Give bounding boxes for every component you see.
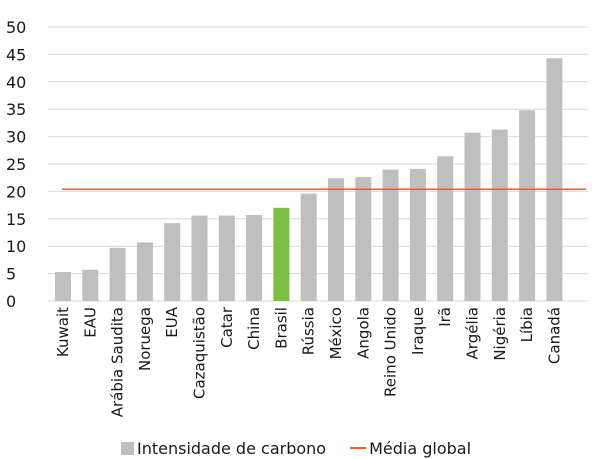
- category-label: Reino Unido: [382, 307, 400, 397]
- y-tick-label: 0: [6, 292, 16, 311]
- bar: [519, 110, 536, 302]
- category-label: Noruega: [136, 307, 154, 371]
- bar: [273, 207, 290, 301]
- category-label: Canadá: [545, 307, 563, 364]
- bar: [546, 58, 563, 302]
- y-tick-label: 15: [6, 210, 26, 229]
- bar: [382, 169, 399, 301]
- bar: [355, 177, 372, 301]
- bar: [109, 247, 126, 301]
- bar: [491, 129, 508, 301]
- category-label: EAU: [81, 307, 99, 338]
- legend-line-label: Média global: [369, 438, 472, 458]
- y-tick-label: 30: [6, 128, 26, 147]
- bar-chart: 0 5 10 15 20 25 30 35 40 45 50 Kuwait EAU Arábia Sau…: [6, 18, 588, 417]
- bar: [328, 178, 344, 301]
- category-label: Iraque: [409, 307, 427, 355]
- y-tick-label: 5: [6, 265, 16, 284]
- category-label: EUA: [163, 306, 181, 337]
- bar: [246, 214, 263, 301]
- bar: [82, 269, 99, 301]
- legend-line-swatch: [350, 447, 367, 449]
- y-tick-label: 45: [6, 45, 26, 64]
- bar: [409, 168, 426, 301]
- category-label: Irã: [436, 307, 454, 327]
- bar: [55, 271, 71, 301]
- category-label: Rússia: [300, 307, 318, 355]
- y-axis-ticks: 0 5 10 15 20 25 30 35 40 45 50: [6, 18, 26, 311]
- bar: [300, 193, 317, 301]
- category-label: Líbia: [518, 307, 536, 342]
- legend: Intensidade de carbono Média global: [0, 437, 592, 459]
- category-label: Brasil: [272, 307, 290, 349]
- category-label: Argélia: [464, 307, 482, 359]
- category-label: Catar: [218, 306, 236, 348]
- legend-bar-swatch: [120, 441, 134, 455]
- bar: [164, 223, 181, 301]
- legend-bar-label: Intensidade de carbono: [136, 438, 327, 458]
- bar: [191, 215, 208, 301]
- y-tick-label: 20: [6, 182, 26, 201]
- category-label: Kuwait: [54, 307, 72, 357]
- bar: [218, 215, 235, 301]
- y-tick-label: 50: [6, 18, 26, 37]
- bars: [55, 58, 563, 302]
- y-tick-label: 40: [6, 73, 26, 92]
- bar: [136, 242, 153, 301]
- y-tick-label: 25: [6, 155, 26, 174]
- category-label: México: [327, 307, 345, 359]
- category-label: Nigéria: [491, 307, 509, 361]
- bar: [464, 132, 481, 301]
- category-label: Angola: [354, 307, 372, 359]
- category-label: Cazaquistão: [191, 307, 209, 399]
- category-labels: Kuwait EAU Arábia Saudita Noruega EUA Cazaqui…: [54, 306, 563, 417]
- y-tick-label: 35: [6, 100, 26, 119]
- category-label: China: [245, 307, 263, 350]
- legend-item-carbon-intensity: Intensidade de carbono: [120, 438, 327, 458]
- legend-item-global-average: Média global: [350, 439, 471, 458]
- y-tick-label: 10: [6, 237, 26, 256]
- category-label: Arábia Saudita: [109, 307, 127, 417]
- bar: [437, 156, 454, 301]
